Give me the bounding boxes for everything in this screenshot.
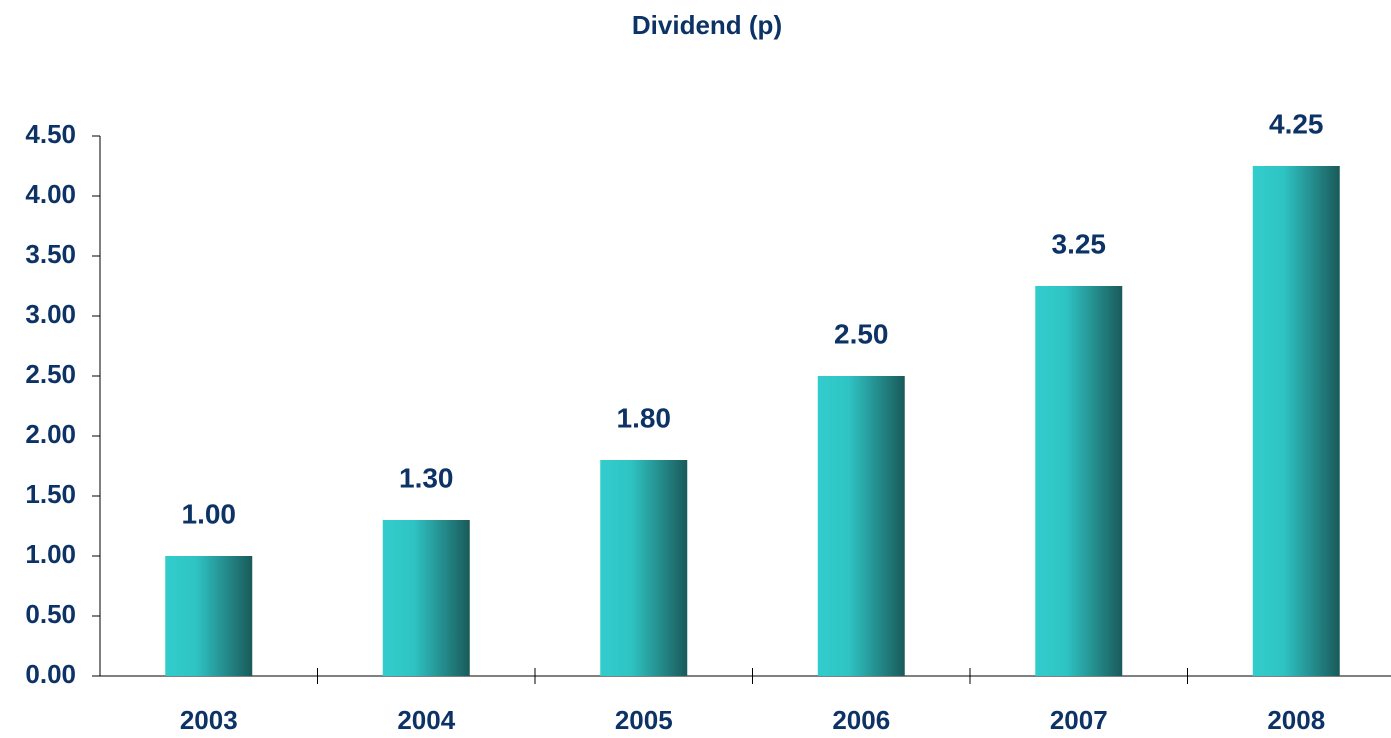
y-tick-label: 4.50: [25, 119, 76, 149]
bar: [1035, 286, 1123, 676]
y-tick-label: 2.00: [25, 419, 76, 449]
x-tick-label: 2005: [615, 705, 673, 735]
bar: [817, 376, 905, 676]
value-label: 1.80: [617, 402, 672, 433]
x-tick-label: 2004: [397, 705, 455, 735]
y-tick-label: 0.50: [25, 599, 76, 629]
bar: [600, 460, 688, 676]
value-label: 4.25: [1269, 108, 1324, 139]
y-tick-label: 1.50: [25, 479, 76, 509]
y-tick-label: 3.50: [25, 239, 76, 269]
bar: [1252, 166, 1340, 676]
y-tick-label: 0.00: [25, 659, 76, 689]
x-tick-label: 2003: [180, 705, 238, 735]
y-tick-label: 2.50: [25, 359, 76, 389]
y-tick-label: 1.00: [25, 539, 76, 569]
y-tick-label: 3.00: [25, 299, 76, 329]
x-tick-label: 2007: [1050, 705, 1108, 735]
value-label: 3.25: [1052, 228, 1107, 259]
x-tick-label: 2006: [832, 705, 890, 735]
value-label: 1.30: [399, 462, 454, 493]
value-label: 2.50: [834, 318, 889, 349]
bar: [165, 556, 253, 676]
x-tick-label: 2008: [1267, 705, 1325, 735]
y-tick-label: 4.00: [25, 179, 76, 209]
chart-title: Dividend (p): [632, 10, 782, 40]
value-label: 1.00: [182, 498, 237, 529]
bar: [382, 520, 470, 676]
